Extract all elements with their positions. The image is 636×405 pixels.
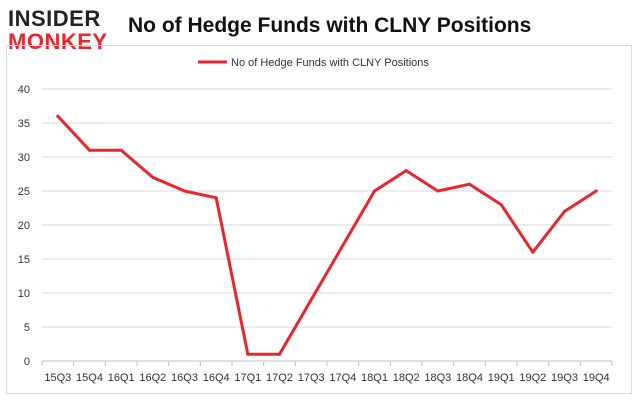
y-tick-label: 25 (18, 186, 30, 198)
data-point (56, 114, 60, 118)
y-tick-label: 20 (18, 220, 30, 232)
logo-text-bottom: MONKEY (8, 29, 108, 54)
data-point (119, 148, 123, 152)
page-title: No of Hedge Funds with CLNY Positions (128, 14, 532, 37)
x-tick-label: 19Q1 (488, 372, 515, 384)
y-tick-label: 0 (24, 356, 30, 368)
data-point (309, 298, 313, 302)
x-tick-label: 15Q3 (44, 372, 71, 384)
y-tick-label: 30 (18, 152, 30, 164)
x-tick-label: 18Q3 (424, 372, 451, 384)
data-point (246, 352, 250, 356)
data-point (373, 189, 376, 193)
y-tick-label: 5 (24, 322, 30, 334)
data-point (468, 182, 471, 186)
x-tick-label: 17Q1 (234, 372, 261, 384)
data-point (563, 209, 566, 213)
x-tick-label: 17Q4 (329, 372, 356, 384)
chart-frame (6, 45, 632, 394)
data-point (88, 148, 91, 152)
data-point (594, 189, 598, 193)
data-point (151, 175, 155, 179)
x-tick-label: 18Q1 (361, 372, 388, 384)
data-point (436, 189, 440, 193)
legend-label: No of Hedge Funds with CLNY Positions (231, 57, 429, 69)
x-tick-label: 16Q3 (171, 372, 198, 384)
x-tick-label: 16Q1 (108, 372, 135, 384)
data-point (183, 189, 186, 193)
data-point (404, 169, 408, 173)
data-point (499, 203, 503, 207)
series-line (56, 114, 598, 356)
insider-monkey-logo: INSIDER MONKEY (8, 6, 116, 54)
y-tick-label: 35 (18, 118, 30, 130)
x-tick-label: 18Q2 (393, 372, 420, 384)
y-tick-label: 15 (18, 254, 30, 266)
y-tick-label: 10 (18, 288, 30, 300)
data-point (214, 196, 218, 200)
data-point (531, 250, 535, 254)
x-tick-label: 19Q4 (583, 372, 610, 384)
x-tick-label: 19Q3 (551, 372, 578, 384)
x-tick-label: 19Q2 (519, 372, 546, 384)
x-tick-label: 15Q4 (76, 372, 103, 384)
data-point (278, 352, 281, 356)
logo-text-top: INSIDER (8, 6, 101, 31)
x-tick-label: 17Q3 (298, 372, 325, 384)
x-tick-label: 18Q4 (456, 372, 483, 384)
data-point (341, 243, 345, 247)
x-tick-label: 16Q2 (139, 372, 166, 384)
x-tick-label: 16Q4 (203, 372, 230, 384)
y-tick-label: 40 (18, 84, 30, 96)
x-tick-label: 17Q2 (266, 372, 293, 384)
